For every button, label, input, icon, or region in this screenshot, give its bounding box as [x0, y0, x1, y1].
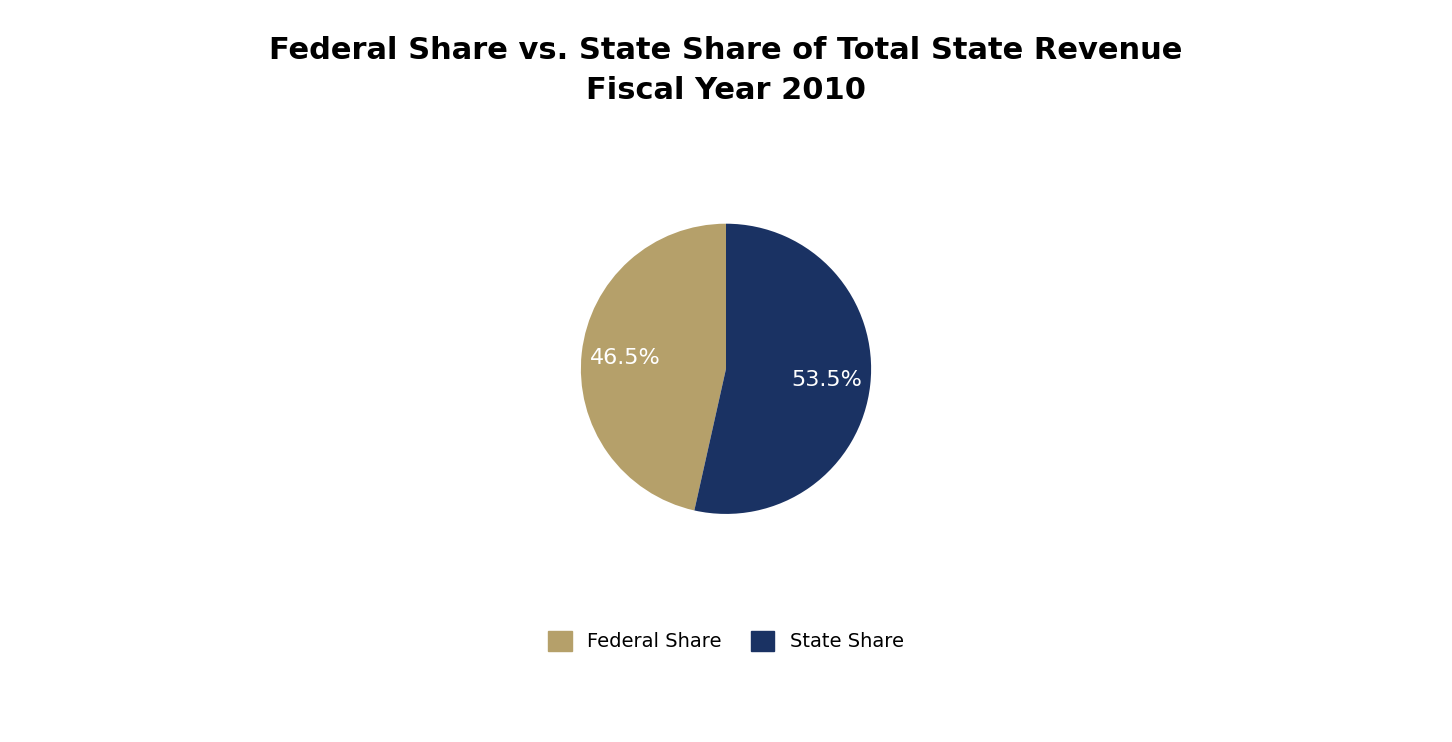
Text: 46.5%: 46.5%: [590, 348, 661, 368]
Wedge shape: [694, 223, 871, 514]
Wedge shape: [581, 223, 726, 510]
Title: Federal Share vs. State Share of Total State Revenue
Fiscal Year 2010: Federal Share vs. State Share of Total S…: [269, 36, 1183, 105]
Legend: Federal Share, State Share: Federal Share, State Share: [540, 623, 912, 659]
Text: 53.5%: 53.5%: [791, 370, 862, 390]
